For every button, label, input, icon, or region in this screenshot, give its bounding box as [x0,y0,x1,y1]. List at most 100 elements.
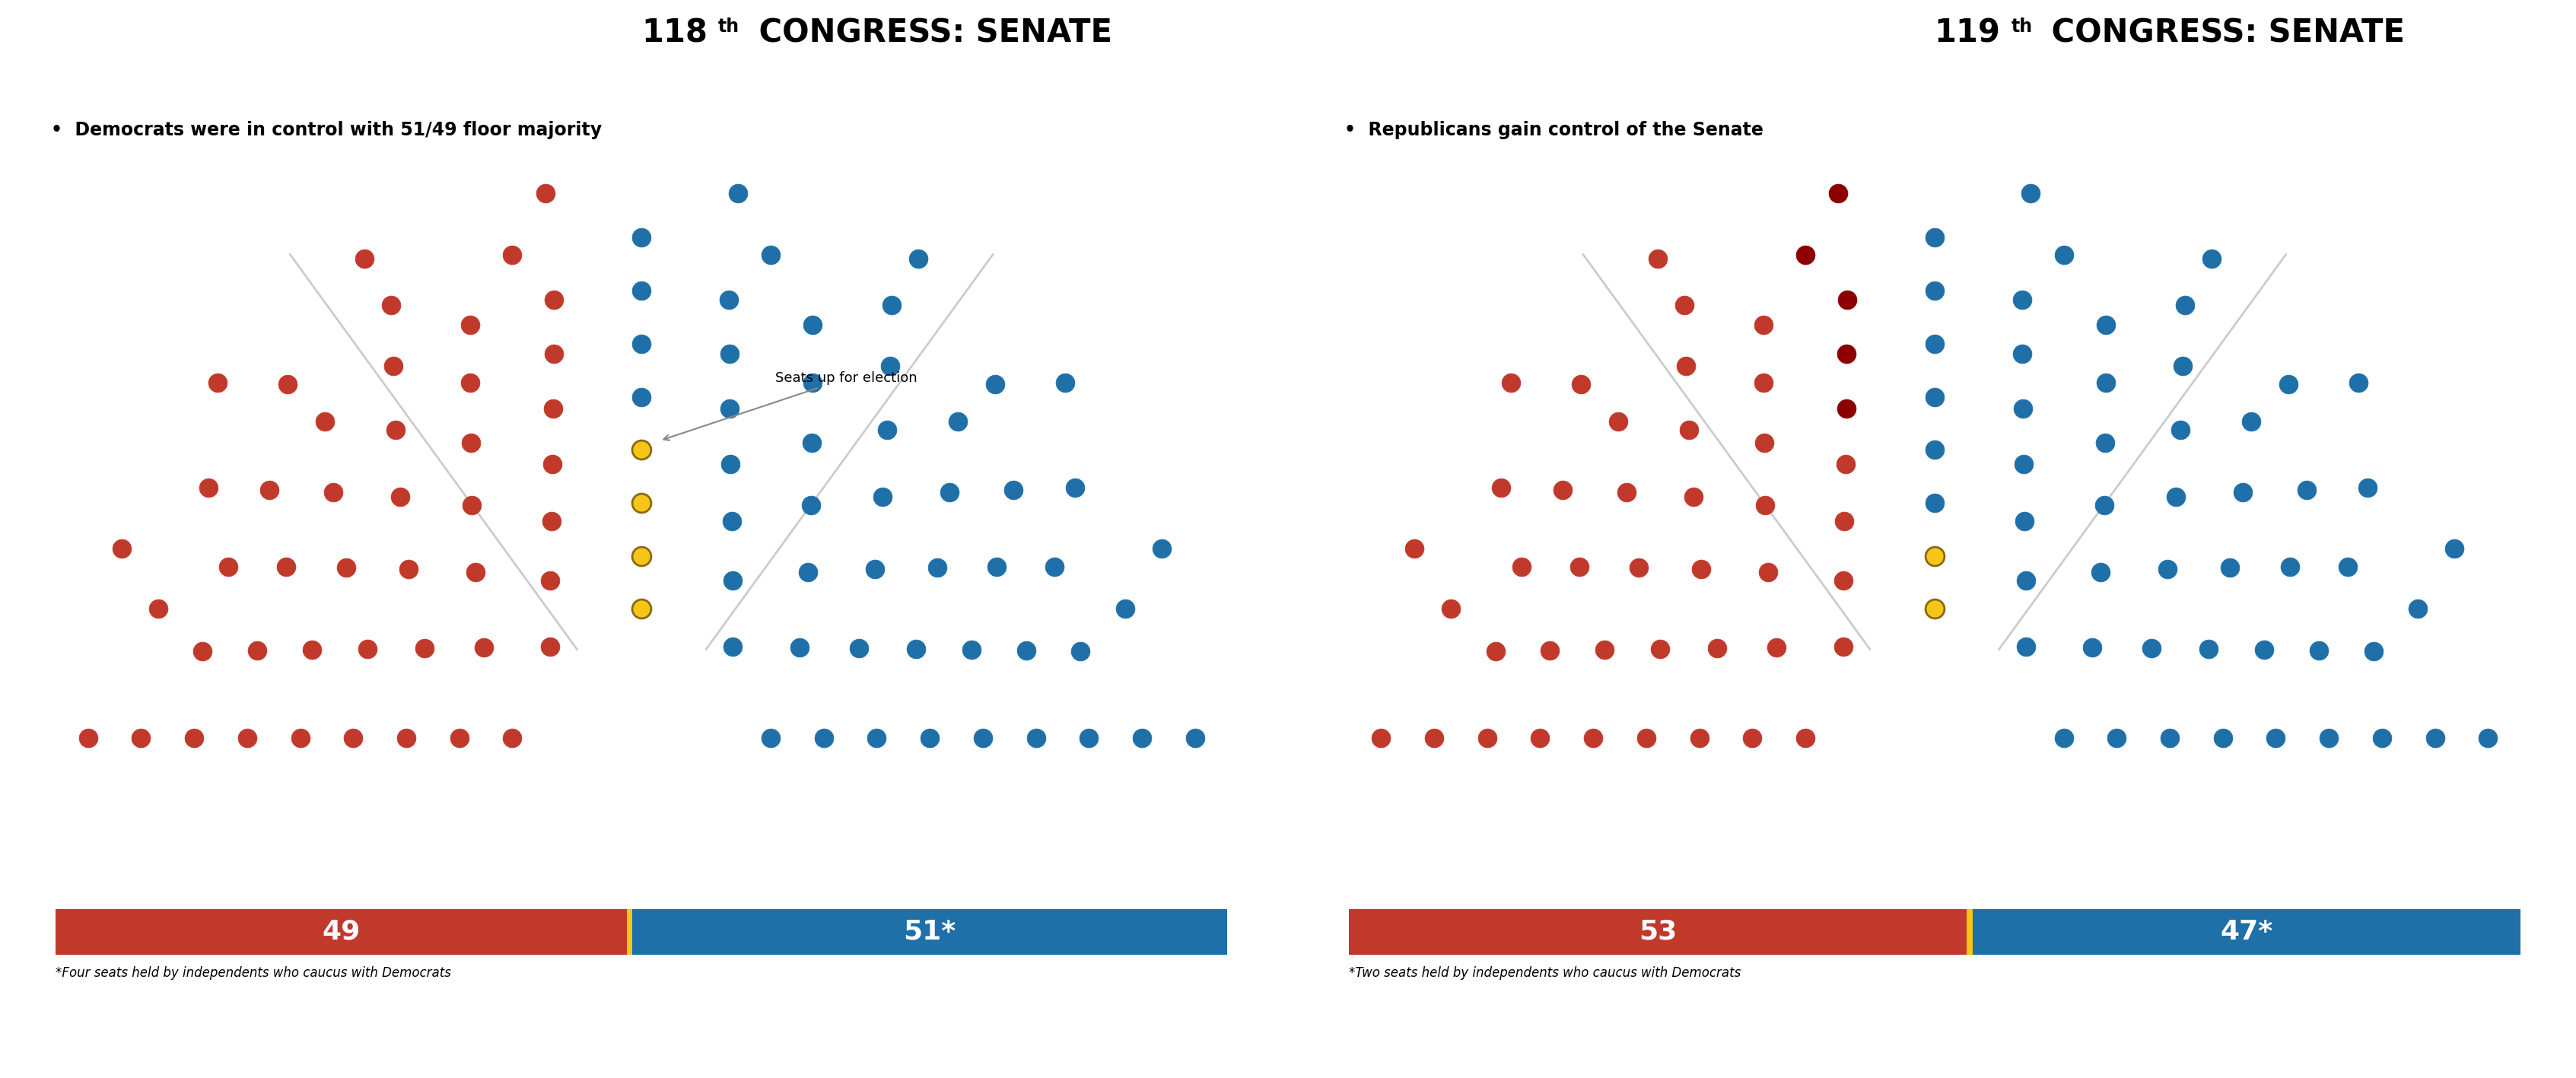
Point [1520,730,1561,747]
Point [1698,639,1739,657]
Point [791,316,832,333]
Point [374,358,415,375]
Point [2269,558,2311,576]
Point [2004,638,2045,655]
Point [188,480,229,497]
Point [312,484,353,501]
Point [750,730,791,747]
Point [1914,388,1955,405]
Point [492,246,533,263]
Point [791,374,832,391]
Point [1394,540,1435,557]
Point [2084,374,2125,391]
Point [1121,730,1162,747]
Point [2298,641,2339,659]
Point [1584,641,1625,659]
Point [711,512,752,529]
Point [951,641,992,659]
Point [1605,484,1646,501]
Point [2159,421,2200,439]
Point [1824,638,1865,655]
Point [788,563,829,580]
Point [100,540,142,557]
Bar [1968,909,1973,955]
Point [492,730,533,747]
Point [2244,641,2285,659]
Point [1641,640,1682,658]
Point [1033,558,1074,576]
Point [1105,600,1146,618]
Point [2339,374,2380,391]
Point [2223,484,2264,501]
Point [438,730,479,747]
Point [855,730,896,747]
Point [708,345,750,362]
Point [871,358,912,375]
Point [2002,400,2043,417]
Point [2434,540,2476,557]
Point [1914,230,1955,247]
Point [386,561,428,578]
Point [1005,641,1046,659]
Point [137,600,178,618]
Point [938,413,979,430]
Point [621,548,662,565]
Point [917,558,958,576]
Point [716,184,757,202]
Point [1680,730,1721,747]
Point [332,730,374,747]
Point [863,488,904,506]
Point [1638,250,1680,267]
Point [526,184,567,202]
Point [2002,345,2043,362]
Point [2326,558,2367,576]
Point [1664,358,1705,375]
Point [1669,421,1710,439]
Point [1824,512,1865,529]
Point [711,455,752,472]
Point [976,558,1018,576]
Text: th: th [719,17,739,36]
Point [325,558,366,576]
Point [345,250,386,267]
Point [1672,488,1713,506]
Point [268,375,309,392]
Point [1757,638,1798,655]
Bar [1973,909,2519,955]
Point [2097,730,2138,747]
Point [2398,600,2439,618]
Point [1046,374,1087,391]
Point [2352,642,2393,660]
Point [2009,184,2050,202]
Point [121,730,162,747]
Point [621,600,662,618]
Point [2190,250,2231,267]
Point [1824,455,1865,472]
Point [791,434,832,452]
Point [2043,246,2084,263]
Point [621,230,662,247]
Point [237,641,278,659]
Point [894,640,935,658]
Point [1561,375,1602,392]
Point [2164,296,2205,314]
Point [2004,571,2045,589]
Point [1597,413,1638,430]
Text: 119: 119 [1935,17,2002,50]
Point [1914,548,1955,565]
Point [376,421,417,439]
Point [250,481,291,498]
Point [1543,481,1584,498]
Point [1481,480,1522,497]
Point [1914,441,1955,458]
Point [533,400,574,417]
Point [2004,455,2045,472]
Point [2347,480,2388,497]
Point [196,374,237,391]
Point [348,640,389,658]
Point [1826,291,1868,308]
Point [1744,316,1785,333]
Point [1530,641,1571,659]
Point [992,481,1033,498]
Text: Seats up for election: Seats up for election [665,372,917,440]
